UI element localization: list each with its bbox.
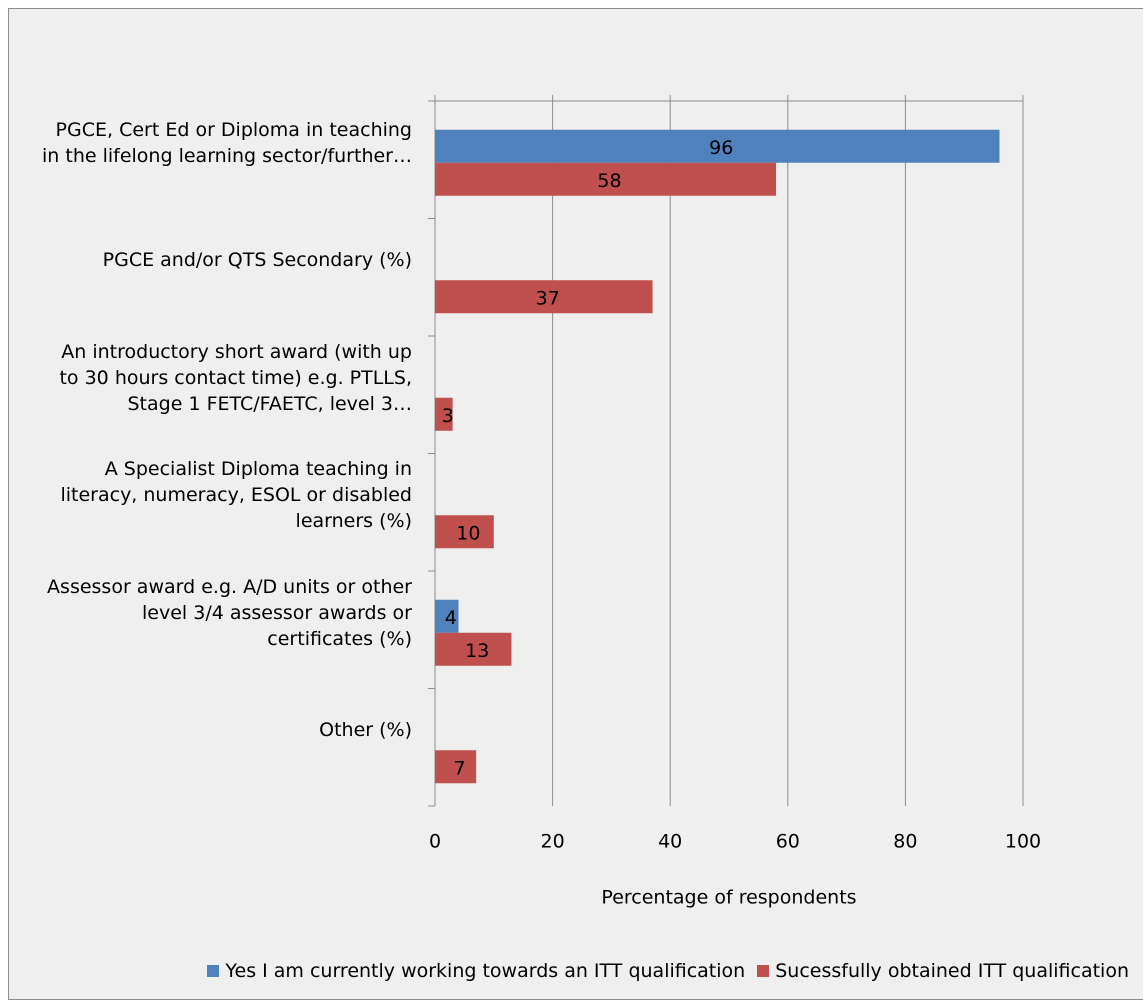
legend-swatch: [207, 965, 220, 977]
x-tick-label: 80: [893, 831, 917, 853]
x-tick-label: 40: [658, 831, 682, 853]
bar: [435, 515, 494, 549]
x-axis-label: Percentage of respondents: [601, 887, 856, 909]
category-label: Other (%): [319, 719, 412, 742]
data-label: 96: [709, 137, 733, 159]
legend-label: Yes I am currently working towards an IT…: [225, 960, 746, 982]
category-label-box: Other (%): [40, 689, 412, 773]
legend-label: Sucessfully obtained ITT qualification: [775, 960, 1129, 982]
legend-item: Sucessfully obtained ITT qualification: [757, 960, 1129, 982]
bar: [435, 162, 777, 196]
category-label: A Specialist Diploma teaching in literac…: [60, 458, 412, 533]
category-label-box: A Specialist Diploma teaching in literac…: [40, 454, 412, 538]
data-label: 4: [445, 607, 457, 629]
bar: [435, 129, 1000, 163]
legend: Yes I am currently working towards an IT…: [0, 960, 1143, 982]
data-label: 10: [456, 522, 480, 544]
bar: [435, 599, 459, 633]
category-label-box: PGCE, Cert Ed or Diploma in teaching in …: [40, 101, 412, 185]
data-label: 7: [454, 757, 466, 779]
category-label: Assessor award e.g. A/D units or other l…: [47, 575, 412, 650]
x-tick-label: 60: [776, 831, 800, 853]
category-label: An introductory short award (with up to …: [59, 340, 412, 415]
bar: [435, 397, 453, 431]
bar: [435, 632, 512, 666]
data-label: 13: [465, 640, 489, 662]
category-label-box: Assessor award e.g. A/D units or other l…: [40, 571, 412, 655]
data-label: 37: [536, 287, 560, 309]
bar: [435, 750, 477, 784]
category-label: PGCE and/or QTS Secondary (%): [102, 249, 412, 272]
x-tick-label: 100: [1005, 831, 1041, 853]
x-tick-label: 0: [429, 831, 441, 853]
data-label: 3: [442, 405, 454, 427]
category-label-box: PGCE and/or QTS Secondary (%): [40, 219, 412, 303]
x-tick-label: 20: [541, 831, 565, 853]
legend-item: Yes I am currently working towards an IT…: [207, 960, 745, 982]
category-label: PGCE, Cert Ed or Diploma in teaching in …: [42, 118, 412, 167]
bar: [435, 280, 653, 314]
category-label-box: An introductory short award (with up to …: [40, 336, 412, 420]
data-label: 58: [597, 170, 621, 192]
legend-swatch: [757, 965, 770, 977]
